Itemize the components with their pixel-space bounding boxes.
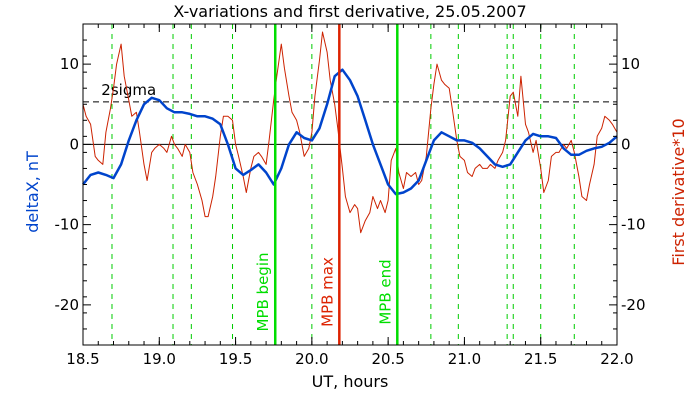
- axes-layer: 18.5 19.0 19.5 20.0 20.5 21.0 21.5 22.0 -20 -20 -1…: [55, 23, 646, 368]
- x-tick-label: 21.0: [448, 350, 481, 368]
- event-label-mpb-begin: MPB begin: [254, 253, 272, 332]
- x-tick-label: 19.5: [219, 350, 252, 368]
- y-tick-label-right: -10: [621, 216, 646, 234]
- x-tick-label: 19.0: [143, 350, 176, 368]
- y-tick-label-left: 10: [60, 55, 79, 73]
- x-tick-label: 21.5: [524, 350, 557, 368]
- event-label-mpb-end: MPB end: [376, 259, 394, 324]
- y-tick-label-right: 0: [621, 135, 631, 153]
- y-tick-label-left: 0: [69, 135, 79, 153]
- x-tick-label: 22.0: [600, 350, 633, 368]
- y-tick-label-right: -20: [621, 296, 646, 314]
- chart-title: X-variations and first derivative, 25.05…: [173, 2, 526, 21]
- deltax-series-line: [82, 68, 618, 196]
- x-tick-label: 18.5: [66, 350, 99, 368]
- y-axis-title-left: deltaX, nT: [23, 151, 42, 233]
- event-label-mpb-max: MPB max: [318, 257, 336, 327]
- threshold-label: 2sigma: [101, 81, 156, 99]
- x-tick-label: 20.5: [371, 350, 404, 368]
- derivative-series-line: [82, 31, 618, 234]
- x-tick-label: 20.0: [295, 350, 328, 368]
- y-tick-label-left: -10: [55, 216, 80, 234]
- plot-layer: 2sigma MPB begin MPB max MPB end: [82, 24, 618, 345]
- x-axis-title: UT, hours: [312, 372, 389, 391]
- y-tick-label-left: -20: [55, 296, 80, 314]
- y-tick-label-right: 10: [621, 55, 640, 73]
- y-axis-title-right: First derivative*10: [669, 118, 688, 265]
